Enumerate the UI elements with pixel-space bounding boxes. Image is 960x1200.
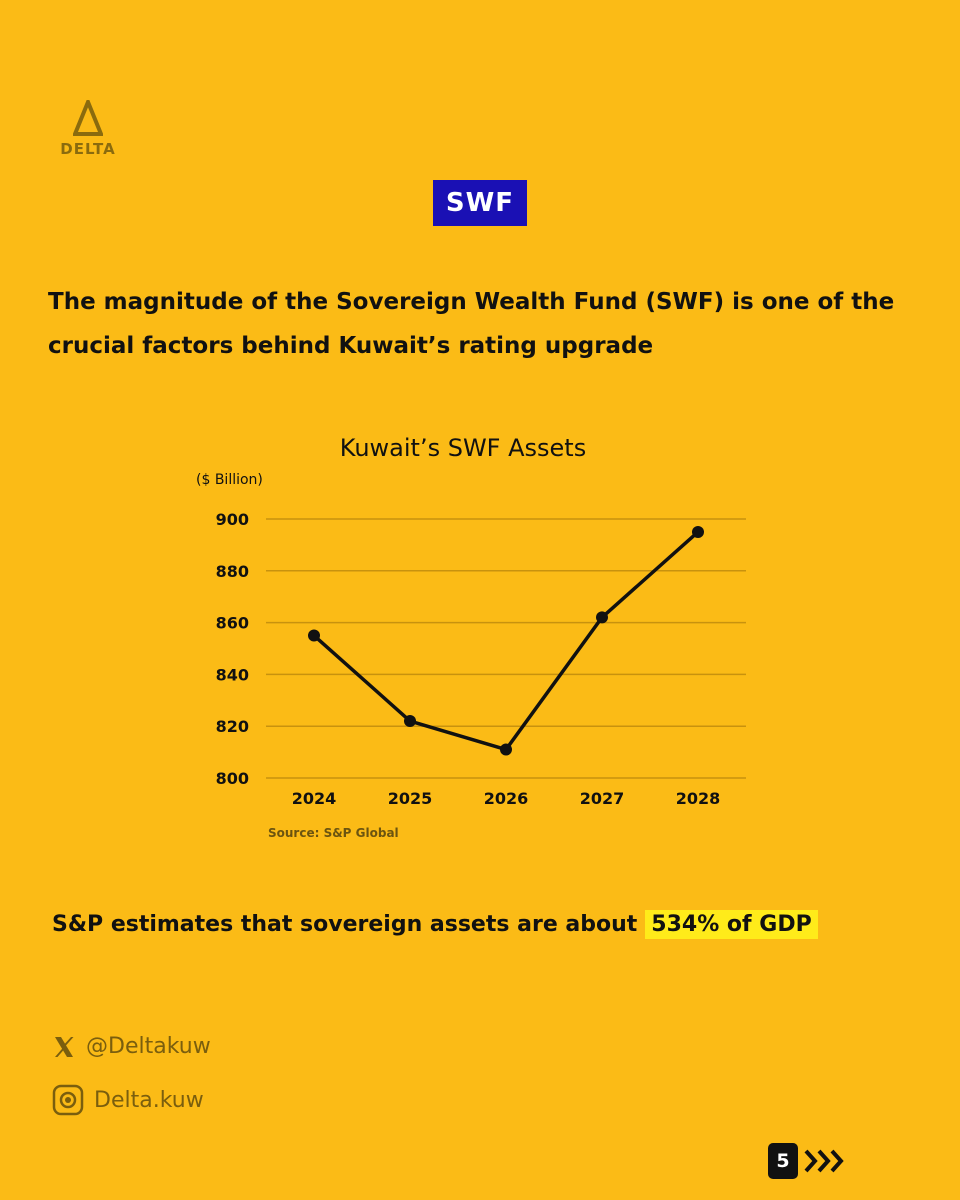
page-number: 5: [768, 1143, 798, 1179]
y-axis-unit-label: ($ Billion): [196, 472, 263, 488]
x-icon: [55, 1036, 74, 1057]
instagram-icon: [52, 1084, 84, 1116]
next-arrows-icon[interactable]: [804, 1148, 846, 1174]
chart-title: Kuwait’s SWF Assets: [340, 434, 586, 462]
data-point-2027: [596, 611, 608, 624]
x-handle-text: @Deltakuw: [86, 1034, 211, 1059]
note-text: S&P estimates that sovereign assets are …: [52, 912, 638, 937]
line-chart: Kuwait’s SWF Assets ($ Billion) 800 820 84…: [196, 434, 746, 840]
y-tick-label: 840: [216, 665, 249, 684]
series-line: [312, 530, 700, 752]
data-point-2026: [500, 743, 512, 756]
instagram-handle-text: Delta.kuw: [94, 1087, 204, 1113]
data-point-2028: [692, 525, 704, 538]
data-points: [308, 525, 704, 756]
gridlines: [266, 518, 746, 779]
y-tick-label: 880: [216, 562, 249, 581]
x-tick-label: 2025: [388, 789, 433, 808]
gdp-note: S&P estimates that sovereign assets are …: [52, 910, 818, 939]
brand-name: DELTA: [60, 140, 116, 158]
note-highlight: 534% of GDP: [645, 910, 818, 939]
x-social-handle[interactable]: @Deltakuw: [52, 1034, 211, 1059]
data-point-2025: [404, 715, 416, 728]
y-tick-label: 820: [216, 717, 249, 736]
x-tick-label: 2028: [676, 789, 721, 808]
topic-tag: SWF: [433, 180, 527, 226]
instagram-social-handle[interactable]: Delta.kuw: [52, 1084, 204, 1116]
headline: The magnitude of the Sovereign Wealth Fu…: [48, 289, 895, 359]
x-tick-label: 2027: [580, 789, 625, 808]
y-axis-ticks: 800 820 840 860 880 900: [216, 510, 249, 788]
x-axis-ticks: 2024 2025 2026 2027 2028: [292, 789, 721, 808]
chart-source: Source: S&P Global: [268, 826, 399, 840]
y-tick-label: 800: [216, 769, 249, 788]
delta-logo: DELTA: [56, 100, 120, 158]
y-tick-label: 900: [216, 510, 249, 529]
delta-triangle-icon: [73, 100, 103, 136]
y-tick-label: 860: [216, 614, 249, 633]
x-tick-label: 2024: [292, 789, 337, 808]
x-tick-label: 2026: [484, 789, 529, 808]
data-point-2024: [308, 629, 320, 642]
